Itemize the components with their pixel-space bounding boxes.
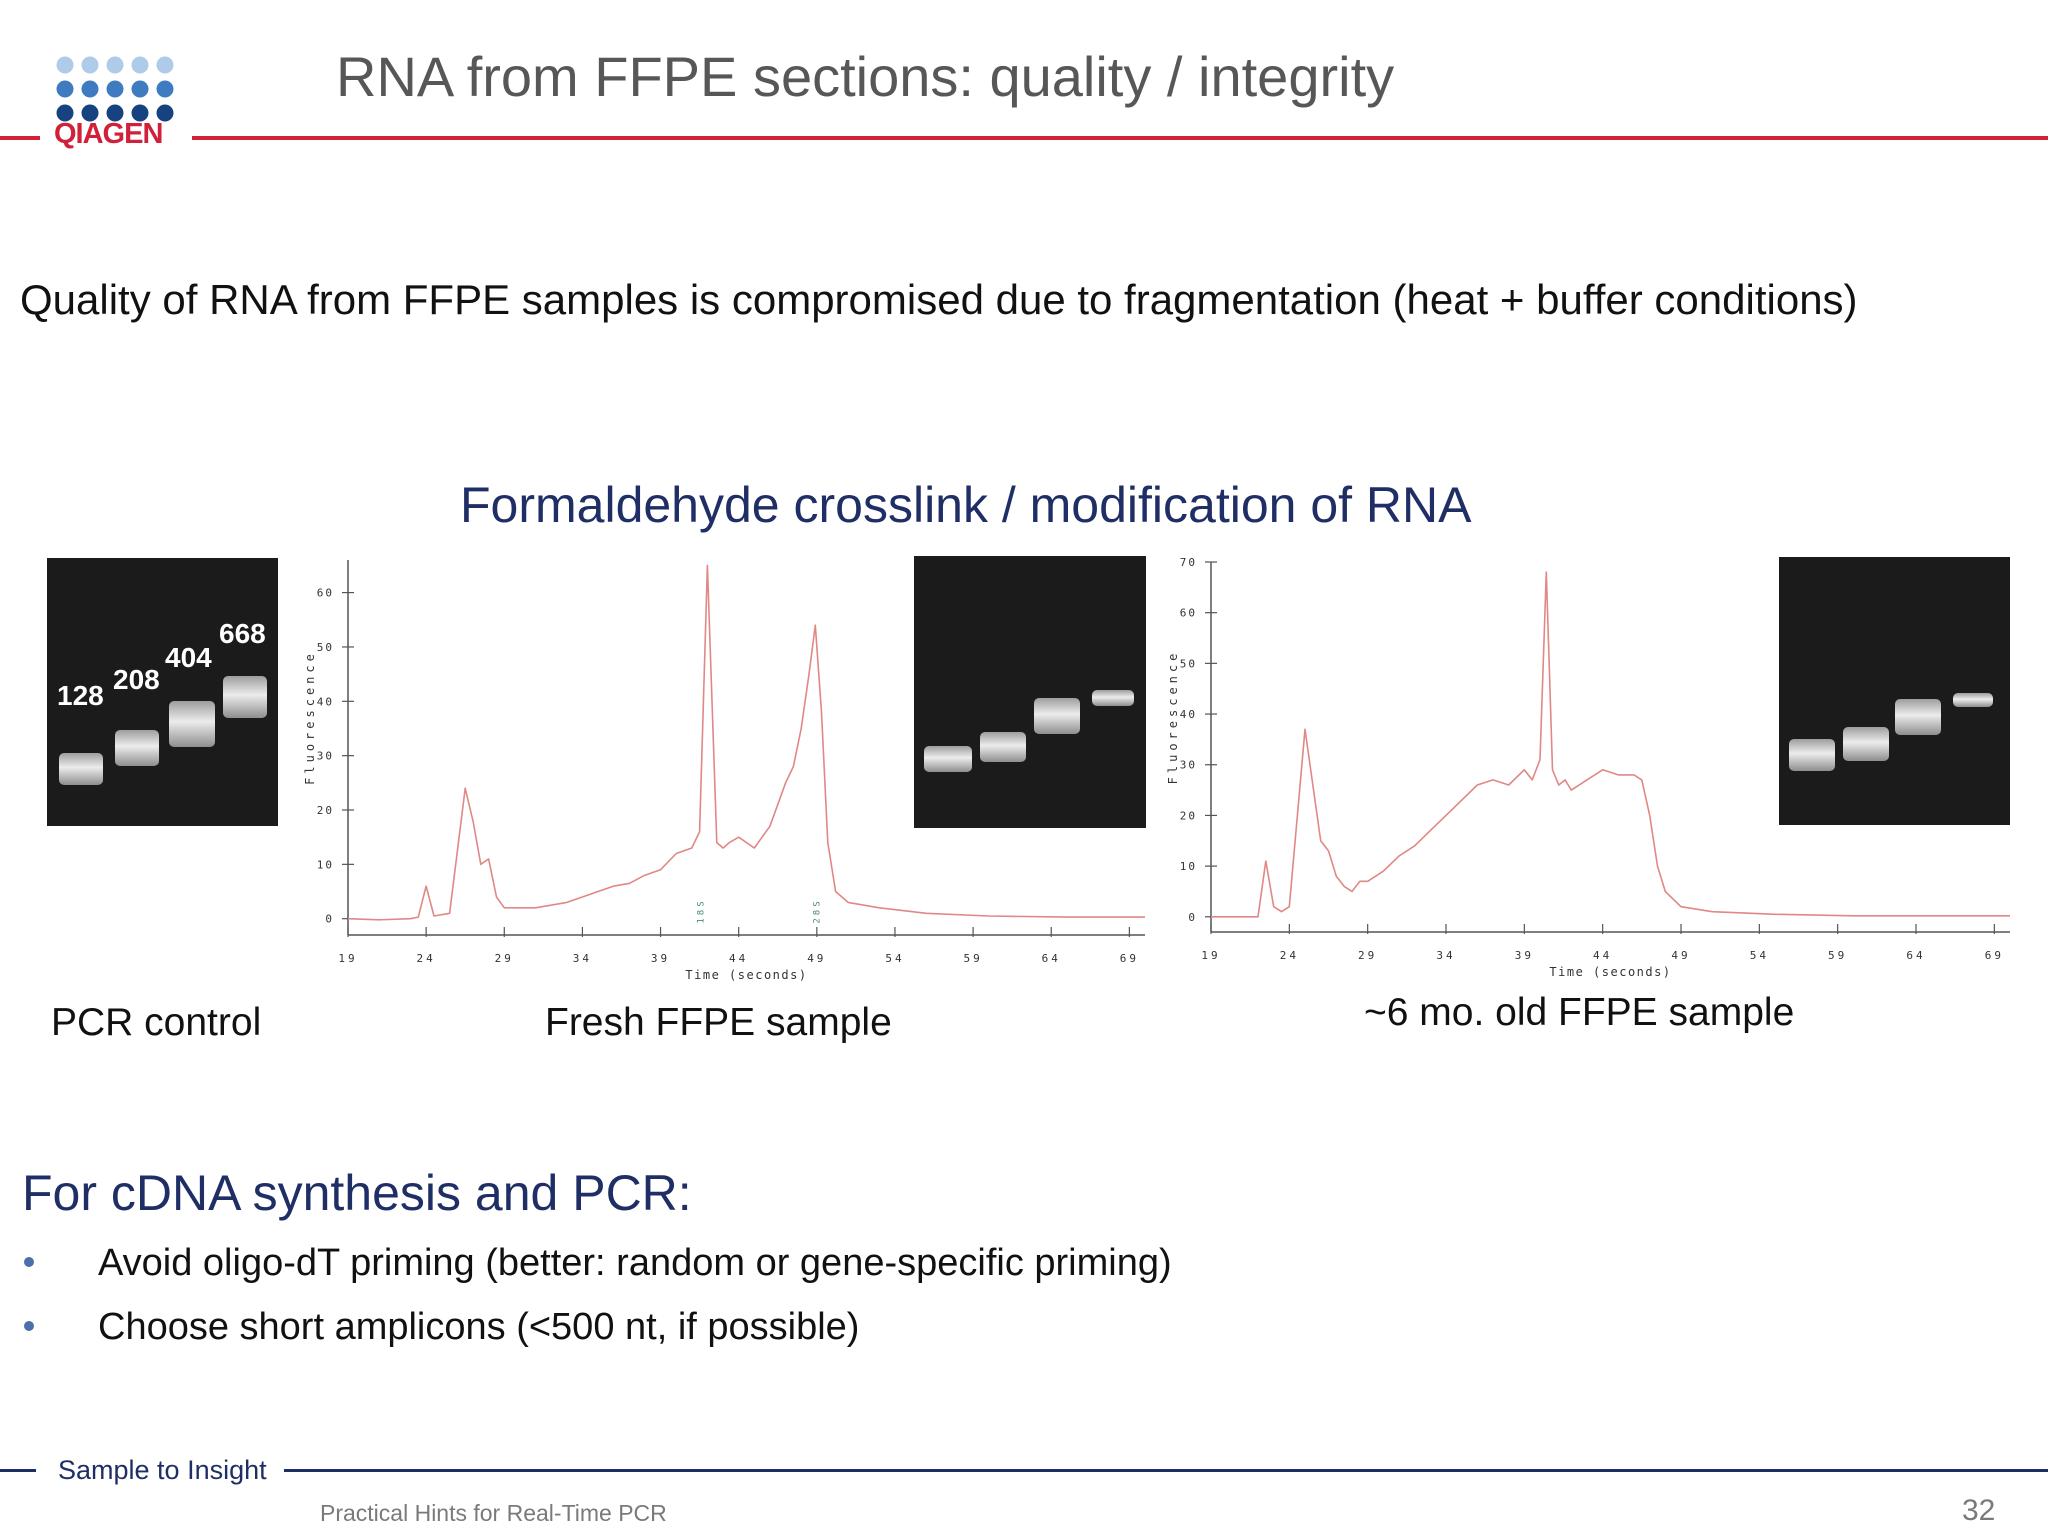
gel-band (1843, 727, 1889, 761)
x-tick-label: 34 (1436, 949, 1455, 962)
x-axis-title: Time (seconds) (685, 968, 807, 982)
x-tick-label: 69 (1985, 949, 2004, 962)
y-axis-title: Fluorescence (1166, 650, 1180, 785)
gel-band (1789, 739, 1835, 771)
fresh-sample-gel-image (914, 556, 1146, 828)
gel-size-label: 668 (219, 618, 266, 649)
y-tick-label: 50 (1180, 657, 1197, 670)
y-tick-label: 30 (317, 750, 334, 763)
cdna-section-heading: For cDNA synthesis and PCR: (22, 1165, 692, 1221)
x-tick-label: 29 (495, 952, 514, 965)
y-tick-label: 30 (1180, 759, 1197, 772)
bullet-icon (24, 1321, 34, 1331)
y-tick-label: 60 (1180, 607, 1197, 620)
x-tick-label: 19 (338, 952, 357, 965)
fluorescence-trace-line (1211, 571, 2010, 918)
footer-tagline: Sample to Insight (58, 1455, 267, 1485)
gel-band (223, 676, 267, 718)
header-divider-left (0, 136, 40, 140)
y-tick-label: 20 (317, 804, 334, 817)
old-sample-chart: 0 10 20 30 40 50 60 70 19 24 29 34 39 44 49 54 59 64 69 Tim… (1166, 556, 2010, 979)
peak-marker-label: 18S (697, 898, 707, 923)
fresh-sample-chart: 0 10 20 30 40 50 60 19 24 29 34 39 44 49 54 59 64 69 Time … (303, 560, 1145, 982)
pcr-control-gel-image: 128 208 404 668 (47, 558, 278, 826)
x-tick-label: 34 (573, 952, 592, 965)
y-tick-label: 0 (1188, 911, 1197, 924)
gel-band (115, 730, 159, 766)
x-tick-label: 29 (1358, 949, 1377, 962)
y-tick-label: 60 (317, 587, 334, 600)
figure-title: Formaldehyde crosslink / modification of… (460, 477, 1472, 533)
page-title: RNA from FFPE sections: quality / integr… (336, 45, 1395, 108)
x-tick-label: 44 (729, 952, 748, 965)
gel-band (59, 753, 103, 785)
x-tick-label: 49 (807, 952, 826, 965)
y-tick-label: 50 (317, 641, 334, 654)
qiagen-logo-text: QIAGEN (54, 118, 163, 150)
y-tick-label: 0 (325, 913, 334, 926)
y-tick-label: 10 (317, 858, 334, 871)
x-tick-label: 19 (1201, 949, 1220, 962)
page-number: 32 (1962, 1494, 1996, 1527)
x-axis-title: Time (seconds) (1549, 965, 1671, 979)
x-tick-label: 44 (1593, 949, 1612, 962)
bullet-item: Avoid oligo-dT priming (better: random o… (98, 1242, 1172, 1284)
peak-marker-label: 28S (812, 898, 822, 923)
x-tick-label: 64 (1042, 952, 1061, 965)
x-tick-label: 54 (1750, 949, 1769, 962)
gel-band (1953, 693, 1993, 707)
gel-size-label: 128 (57, 680, 104, 711)
x-tick-label: 59 (1828, 949, 1847, 962)
fragmentation-statement: Quality of RNA from FFPE samples is comp… (20, 276, 1858, 323)
qiagen-logo-dots-icon (56, 56, 174, 122)
y-axis-title: Fluorescence (303, 650, 317, 785)
footer-course-title: Practical Hints for Real-Time PCR (320, 1500, 667, 1526)
gel-band (924, 746, 972, 772)
fresh-sample-caption: Fresh FFPE sample (545, 1001, 892, 1044)
y-tick-label: 70 (1180, 556, 1197, 569)
fluorescence-trace-line (347, 564, 1145, 921)
gel-band (1895, 699, 1941, 735)
y-tick-label: 40 (1180, 708, 1197, 721)
gel-band (1034, 698, 1080, 734)
old-sample-gel-image (1779, 557, 2010, 825)
y-tick-label: 20 (1180, 809, 1197, 822)
x-tick-label: 39 (651, 952, 670, 965)
footer-divider-right (284, 1469, 2048, 1472)
y-tick-label: 10 (1180, 860, 1197, 873)
gel-band (169, 701, 215, 747)
gel-band (980, 732, 1026, 762)
y-tick-label: 40 (317, 695, 334, 708)
old-sample-caption: ~6 mo. old FFPE sample (1364, 991, 1795, 1034)
x-tick-label: 49 (1671, 949, 1690, 962)
gel-size-label: 404 (165, 642, 212, 673)
x-tick-label: 24 (417, 952, 436, 965)
footer-divider-left (0, 1469, 36, 1472)
x-tick-label: 54 (885, 952, 904, 965)
header-divider-right (192, 136, 2048, 140)
bullet-item: Choose short amplicons (<500 nt, if poss… (98, 1306, 860, 1348)
x-tick-label: 24 (1280, 949, 1299, 962)
gel-size-label: 208 (113, 664, 160, 695)
x-tick-label: 69 (1120, 952, 1139, 965)
pcr-control-caption: PCR control (51, 1001, 262, 1044)
x-tick-label: 64 (1906, 949, 1925, 962)
bullet-icon (24, 1257, 34, 1267)
x-tick-label: 39 (1515, 949, 1534, 962)
x-tick-label: 59 (963, 952, 982, 965)
gel-band (1092, 690, 1134, 706)
